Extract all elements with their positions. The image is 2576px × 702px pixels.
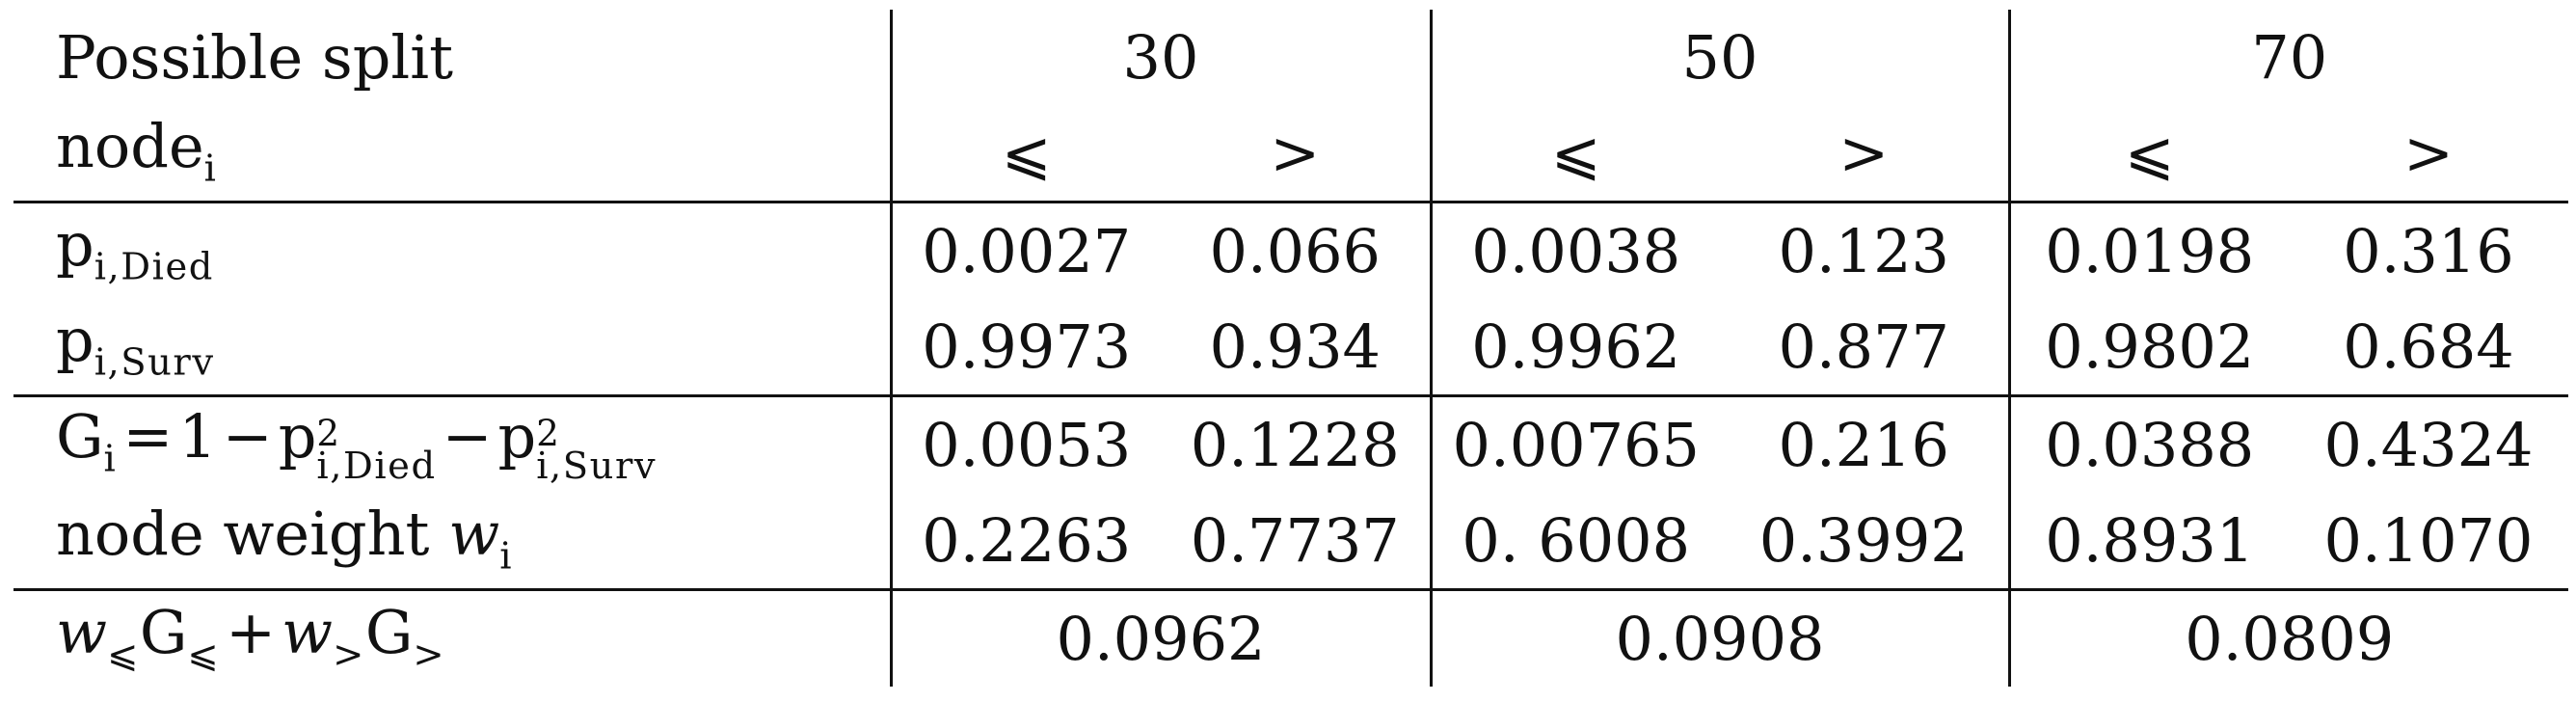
cell-gini-30-le: 0.0053 [889,394,1161,493]
header-row-thresholds: Possible split 30 50 70 [13,10,2568,105]
gt-symbol-50: > [1838,117,1890,188]
cell-weight-30-gt: 0.7737 [1190,504,1400,576]
split-table: Possible split 30 50 70 nodei ⩽ > ⩽ > ⩽ … [13,10,2568,687]
cell-p-surv-70-le: 0.9802 [2007,299,2289,396]
cell-gini-70-gt: 0.4324 [2289,394,2568,493]
threshold-30: 30 [889,10,1431,105]
cell-weighted-gini-50: 0.0908 [1429,588,2009,687]
header-row-comparison: nodei ⩽ > ⩽ > ⩽ > [13,105,2568,202]
row-p-died: pi,Died 0.0027 0.066 0.0038 0.123 0.0198… [13,201,2568,299]
le-symbol-50: ⩽ [1429,105,1720,202]
row-p-surv: pi,Surv 0.9973 0.934 0.9962 0.877 0.9802… [13,299,2568,396]
cell-weighted-gini-30: 0.0962 [889,588,1431,687]
header-label-line1: Possible split [56,21,453,93]
cell-p-surv-30-gt: 0.934 [1209,310,1382,382]
label-p-died: pi,Died [13,201,891,299]
cell-p-surv-50-le: 0.9962 [1429,299,1720,396]
cell-p-surv-70-gt: 0.684 [2343,310,2514,382]
cell-gini-50-le: 0.00765 [1429,394,1720,493]
cell-p-surv-30-le: 0.9973 [889,299,1161,396]
gt-symbol-70: > [2403,117,2454,188]
le-symbol-70: ⩽ [2007,105,2289,202]
threshold-50: 50 [1429,10,2009,105]
row-weighted-gini: w⩽G⩽+w>G> 0.0962 0.0908 0.0809 [13,588,2568,687]
row-node-weight: node weight wi 0.2263 0.7737 0. 6008 0.3… [13,493,2568,590]
cell-gini-30-gt: 0.1228 [1161,394,1431,493]
cell-p-surv-50-gt: 0.877 [1778,310,1950,382]
label-gini-formula: Gi=1−p 2 i,Died −p 2 i,Surv [13,394,891,493]
cell-p-died-50-le: 0.0038 [1429,201,1720,299]
cell-p-died-70-gt: 0.316 [2289,201,2568,299]
label-weighted-gini: w⩽G⩽+w>G> [13,588,891,687]
cell-p-died-30-gt: 0.066 [1161,201,1431,299]
header-label-line2: nodei [56,111,218,192]
label-p-surv: pi,Surv [56,305,215,386]
cell-weight-70-le: 0.8931 [2007,493,2289,590]
cell-weight-70-gt: 0.1070 [2323,504,2534,576]
cell-weight-50-gt: 0.3992 [1758,504,1969,576]
gt-symbol-30: > [1270,117,1321,188]
cell-p-died-70-le: 0.0198 [2007,201,2289,299]
cell-p-died-50-gt: 0.123 [1720,201,2009,299]
threshold-70: 70 [2007,10,2568,105]
row-gini: Gi=1−p 2 i,Died −p 2 i,Surv 0.0053 0.1228 0.0… [13,394,2568,493]
cell-p-died-30-le: 0.0027 [889,201,1161,299]
cell-gini-50-gt: 0.216 [1720,394,2009,493]
cell-gini-70-le: 0.0388 [2007,394,2289,493]
cell-weighted-gini-70: 0.0809 [2007,588,2568,687]
label-node-weight: node weight wi [56,499,514,580]
le-symbol-30: ⩽ [889,105,1161,202]
cell-weight-30-le: 0.2263 [889,493,1161,590]
cell-weight-50-le: 0. 6008 [1429,493,1720,590]
